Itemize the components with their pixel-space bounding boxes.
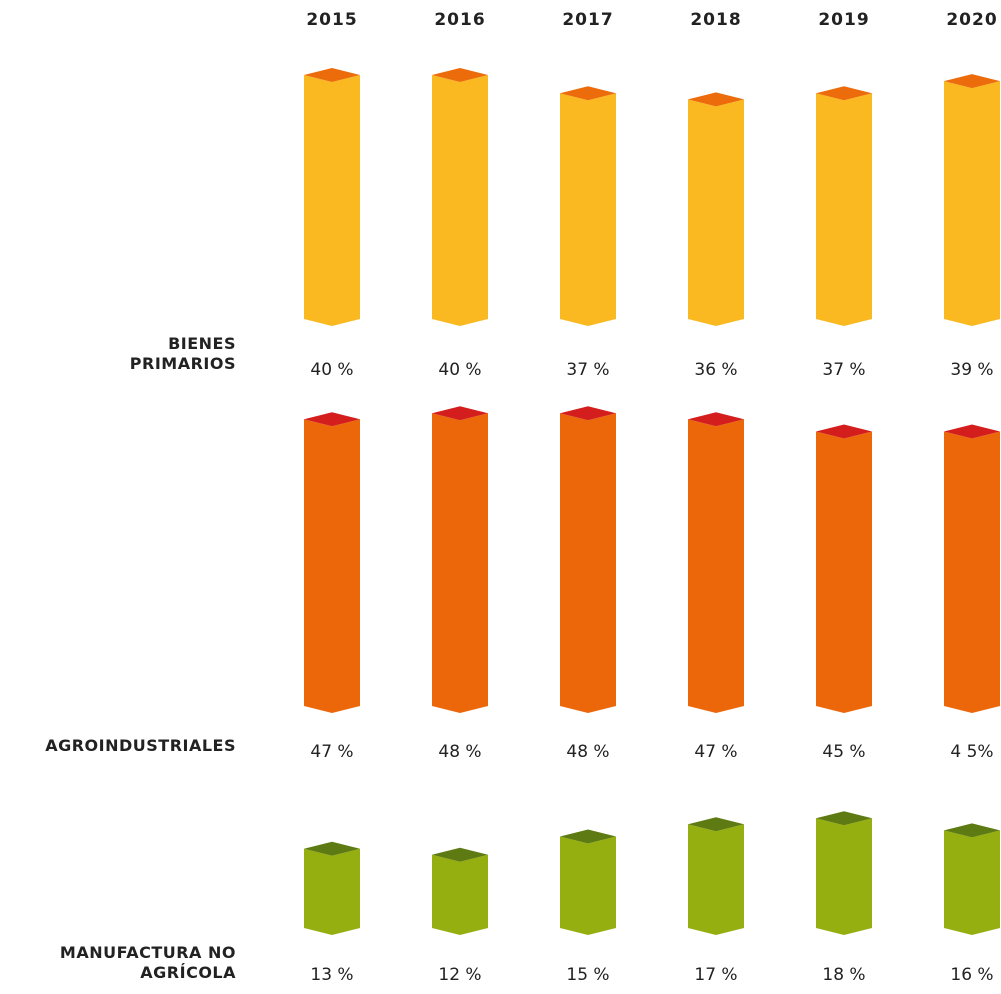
bar-top — [432, 406, 488, 421]
bar — [304, 419, 360, 713]
bar — [944, 81, 1000, 326]
value-label: 45 % — [822, 742, 865, 762]
value-label: 40 % — [438, 360, 481, 380]
bar — [816, 93, 872, 326]
bar-top — [816, 811, 872, 826]
value-label: 17 % — [694, 965, 737, 985]
bar — [944, 830, 1000, 935]
year-label: 2019 — [818, 10, 869, 30]
value-label: 47 % — [310, 742, 353, 762]
bar-top — [944, 823, 1000, 838]
value-label: 48 % — [566, 742, 609, 762]
bar-top — [944, 74, 1000, 89]
bar-top — [432, 68, 488, 82]
bar — [816, 818, 872, 935]
bar — [688, 824, 744, 935]
bar — [560, 93, 616, 326]
value-label: 16 % — [950, 965, 993, 985]
bar — [816, 431, 872, 713]
bar-top — [560, 406, 616, 421]
value-label: 4 5% — [950, 742, 993, 762]
value-label: 37 % — [822, 360, 865, 380]
series-name: BIENES PRIMARIOS — [129, 334, 236, 373]
value-label: 37 % — [566, 360, 609, 380]
bar — [432, 413, 488, 713]
bar — [432, 854, 488, 935]
bar-top — [816, 424, 872, 439]
year-label: 2018 — [690, 10, 741, 30]
bar — [304, 75, 360, 326]
bar-top — [304, 68, 360, 82]
bar-top — [816, 86, 872, 101]
value-label: 40 % — [310, 360, 353, 380]
bar-top — [688, 92, 744, 107]
bar — [944, 431, 1000, 713]
bar — [432, 75, 488, 326]
bar-top — [304, 412, 360, 427]
bar — [304, 848, 360, 935]
bar-top — [560, 829, 616, 844]
bar — [560, 413, 616, 713]
value-label: 36 % — [694, 360, 737, 380]
bar-top — [304, 841, 360, 856]
series-name: MANUFACTURA NO AGRÍCOLA — [59, 943, 236, 982]
year-label: 2020 — [946, 10, 997, 30]
value-label: 18 % — [822, 965, 865, 985]
bar-top — [432, 847, 488, 862]
bar-top — [560, 86, 616, 101]
bar-top — [688, 817, 744, 832]
bar — [560, 836, 616, 935]
bar-top — [688, 412, 744, 427]
year-label: 2015 — [306, 10, 357, 30]
year-label: 2016 — [434, 10, 485, 30]
value-label: 13 % — [310, 965, 353, 985]
value-label: 48 % — [438, 742, 481, 762]
series-name: AGROINDUSTRIALES — [45, 736, 236, 755]
value-label: 47 % — [694, 742, 737, 762]
value-label: 39 % — [950, 360, 993, 380]
bar — [688, 99, 744, 327]
bar-top — [944, 424, 1000, 439]
bar — [688, 419, 744, 713]
year-label: 2017 — [562, 10, 613, 30]
value-label: 15 % — [566, 965, 609, 985]
value-label: 12 % — [438, 965, 481, 985]
